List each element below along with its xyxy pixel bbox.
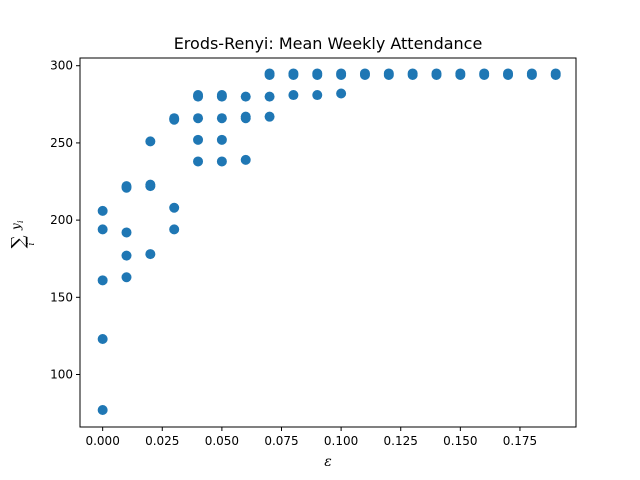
data-point-1 [97,334,108,344]
data-point-3 [97,224,108,235]
data-point-20 [193,113,204,124]
y-tick-label-0: 100 [50,368,73,382]
data-point-50 [407,68,418,79]
data-point-13 [145,136,156,147]
y-tick-label-3: 250 [50,136,73,150]
x-tick-label-4: 0.100 [324,434,358,448]
data-point-56 [479,68,490,79]
y-axis-label: ∑ i y i [8,220,37,248]
y-tick-label-4: 300 [50,59,73,73]
data-point-44 [336,68,347,79]
data-point-27 [216,90,227,101]
data-point-5 [121,272,132,283]
y-axis-label-variable: y [9,223,23,231]
data-point-52 [431,68,442,79]
points-layer [97,68,561,416]
data-point-24 [216,134,227,145]
data-point-18 [193,156,204,167]
data-point-6 [121,250,132,261]
data-point-17 [169,113,180,124]
data-point-19 [193,134,204,145]
data-point-23 [216,156,227,167]
x-axis-label: ε [324,454,332,470]
data-point-4 [97,205,108,216]
data-point-41 [312,68,323,79]
data-point-42 [336,88,347,99]
data-point-33 [264,91,275,102]
x-tick-label-6: 0.150 [443,434,477,448]
x-tick-label-3: 0.075 [264,434,298,448]
data-point-15 [169,202,180,213]
data-point-9 [121,181,132,192]
data-point-39 [312,90,323,101]
x-tick-label-7: 0.175 [503,434,537,448]
data-point-14 [169,224,180,235]
data-point-48 [383,68,394,79]
y-tick-label-1: 150 [50,290,73,304]
data-point-62 [550,68,561,79]
data-point-2 [97,275,108,286]
chart-title: Erods-Renyi: Mean Weekly Attendance [174,34,483,53]
data-point-22 [193,90,204,101]
y-axis-label-sum-index: i [27,242,37,245]
y-tick-label-2: 200 [50,213,73,227]
data-point-60 [526,68,537,79]
plot-frame [79,57,577,428]
x-tick-label-1: 0.025 [145,434,179,448]
data-point-7 [121,227,132,238]
data-point-46 [359,68,370,79]
data-point-0 [97,405,108,416]
data-point-25 [216,113,227,124]
y-axis-label-variable-index: i [16,220,25,223]
data-point-36 [288,90,299,101]
x-tick-label-5: 0.125 [384,434,418,448]
y-axis-label-sum: ∑ [8,235,29,248]
data-point-58 [503,68,514,79]
data-point-35 [264,68,275,79]
y-axis: 100 150 200 250 300 [50,59,80,382]
x-tick-label-0: 0.000 [85,434,119,448]
data-point-10 [145,249,156,260]
data-point-28 [240,154,251,165]
x-tick-label-2: 0.050 [205,434,239,448]
data-point-54 [455,68,466,79]
data-point-38 [288,68,299,79]
data-point-32 [264,111,275,122]
x-axis: 0.000 0.025 0.050 0.075 0.100 0.125 0.150 0.175 [85,427,537,448]
data-point-30 [240,111,251,122]
data-point-31 [240,91,251,102]
data-point-12 [145,179,156,190]
